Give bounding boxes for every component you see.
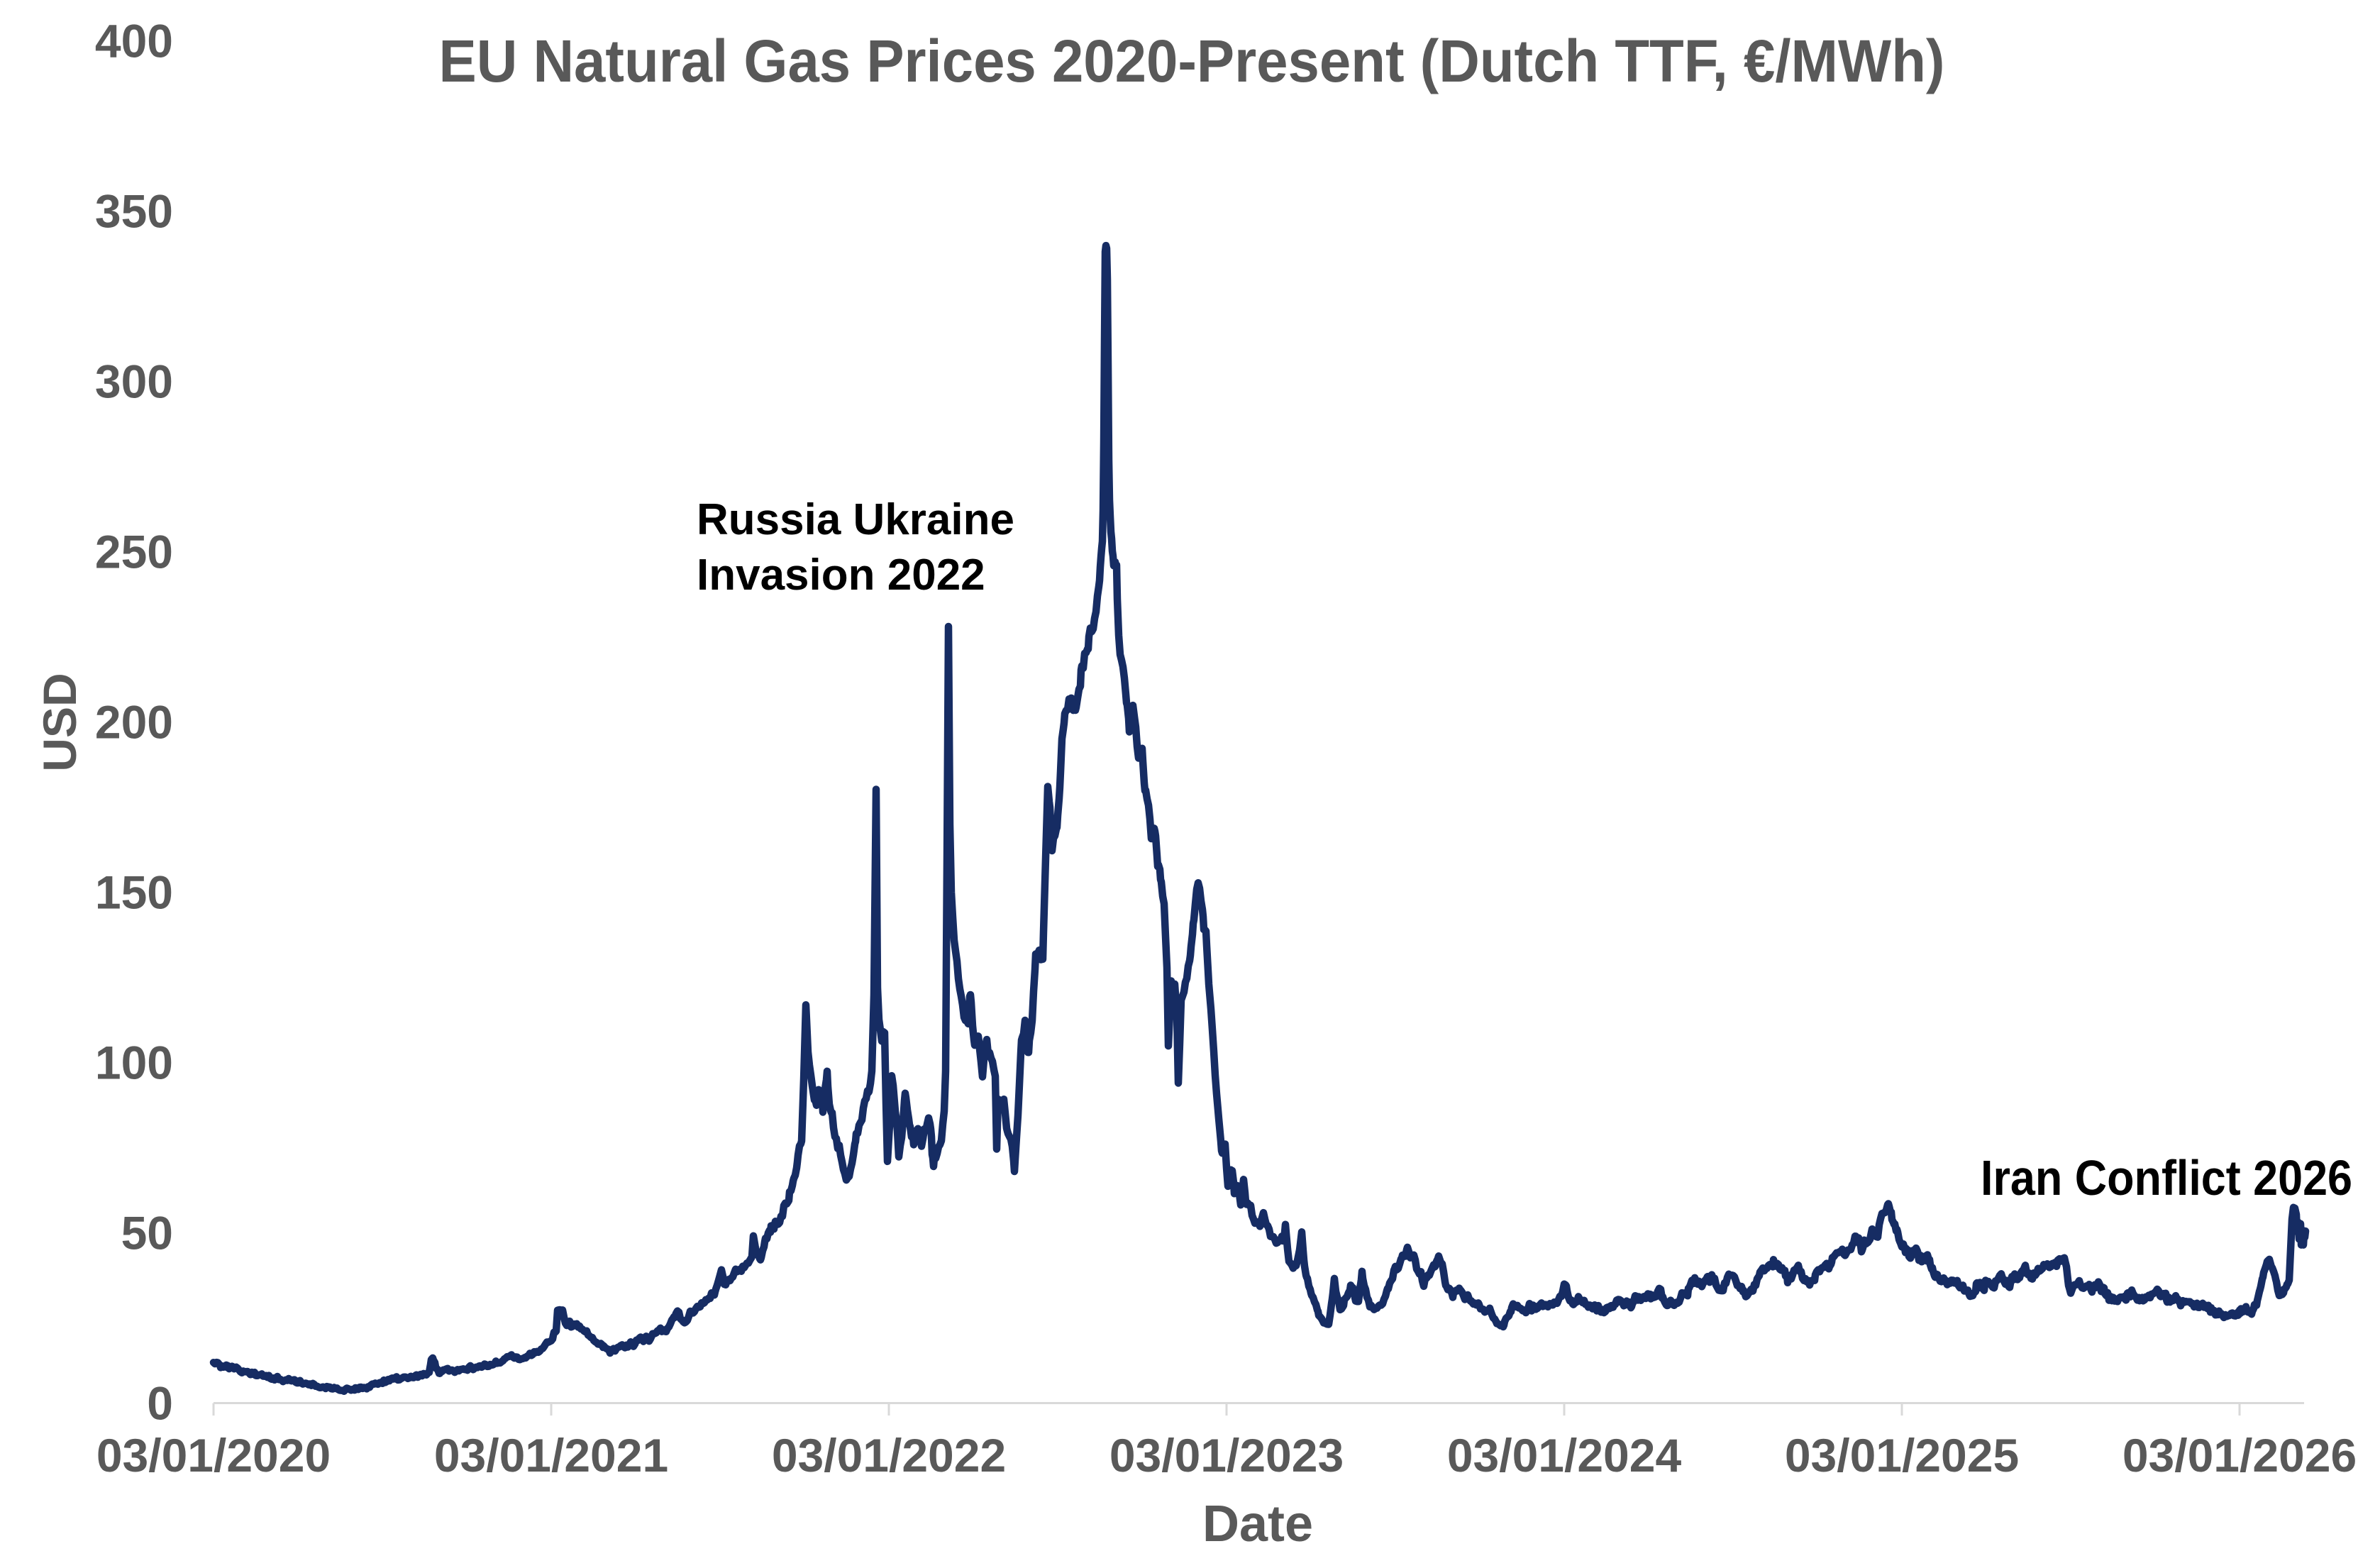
svg-text:Invasion 2022: Invasion 2022 <box>697 551 985 600</box>
svg-text:Date: Date <box>1202 1496 1313 1552</box>
svg-text:03/01/2023: 03/01/2023 <box>1109 1429 1344 1481</box>
svg-text:03/01/2024: 03/01/2024 <box>1447 1429 1682 1481</box>
svg-text:150: 150 <box>95 866 173 919</box>
svg-text:250: 250 <box>95 526 173 578</box>
svg-text:Iran Conflict 2026: Iran Conflict 2026 <box>1981 1150 2352 1205</box>
svg-text:100: 100 <box>95 1037 173 1089</box>
svg-text:Russia Ukraine: Russia Ukraine <box>697 495 1014 544</box>
svg-text:03/01/2026: 03/01/2026 <box>2122 1429 2357 1481</box>
svg-text:400: 400 <box>95 15 173 67</box>
svg-text:03/01/2021: 03/01/2021 <box>434 1429 668 1481</box>
svg-text:03/01/2020: 03/01/2020 <box>96 1429 331 1481</box>
svg-text:EU Natural Gas Prices 2020-Pre: EU Natural Gas Prices 2020-Present (Dutc… <box>439 28 1945 94</box>
svg-text:USD: USD <box>33 673 86 771</box>
svg-text:350: 350 <box>95 185 173 238</box>
svg-text:03/01/2022: 03/01/2022 <box>772 1429 1006 1481</box>
svg-text:03/01/2025: 03/01/2025 <box>1785 1429 2019 1481</box>
svg-text:300: 300 <box>95 355 173 408</box>
svg-text:200: 200 <box>95 696 173 749</box>
svg-text:50: 50 <box>121 1207 173 1259</box>
svg-text:0: 0 <box>147 1377 173 1430</box>
